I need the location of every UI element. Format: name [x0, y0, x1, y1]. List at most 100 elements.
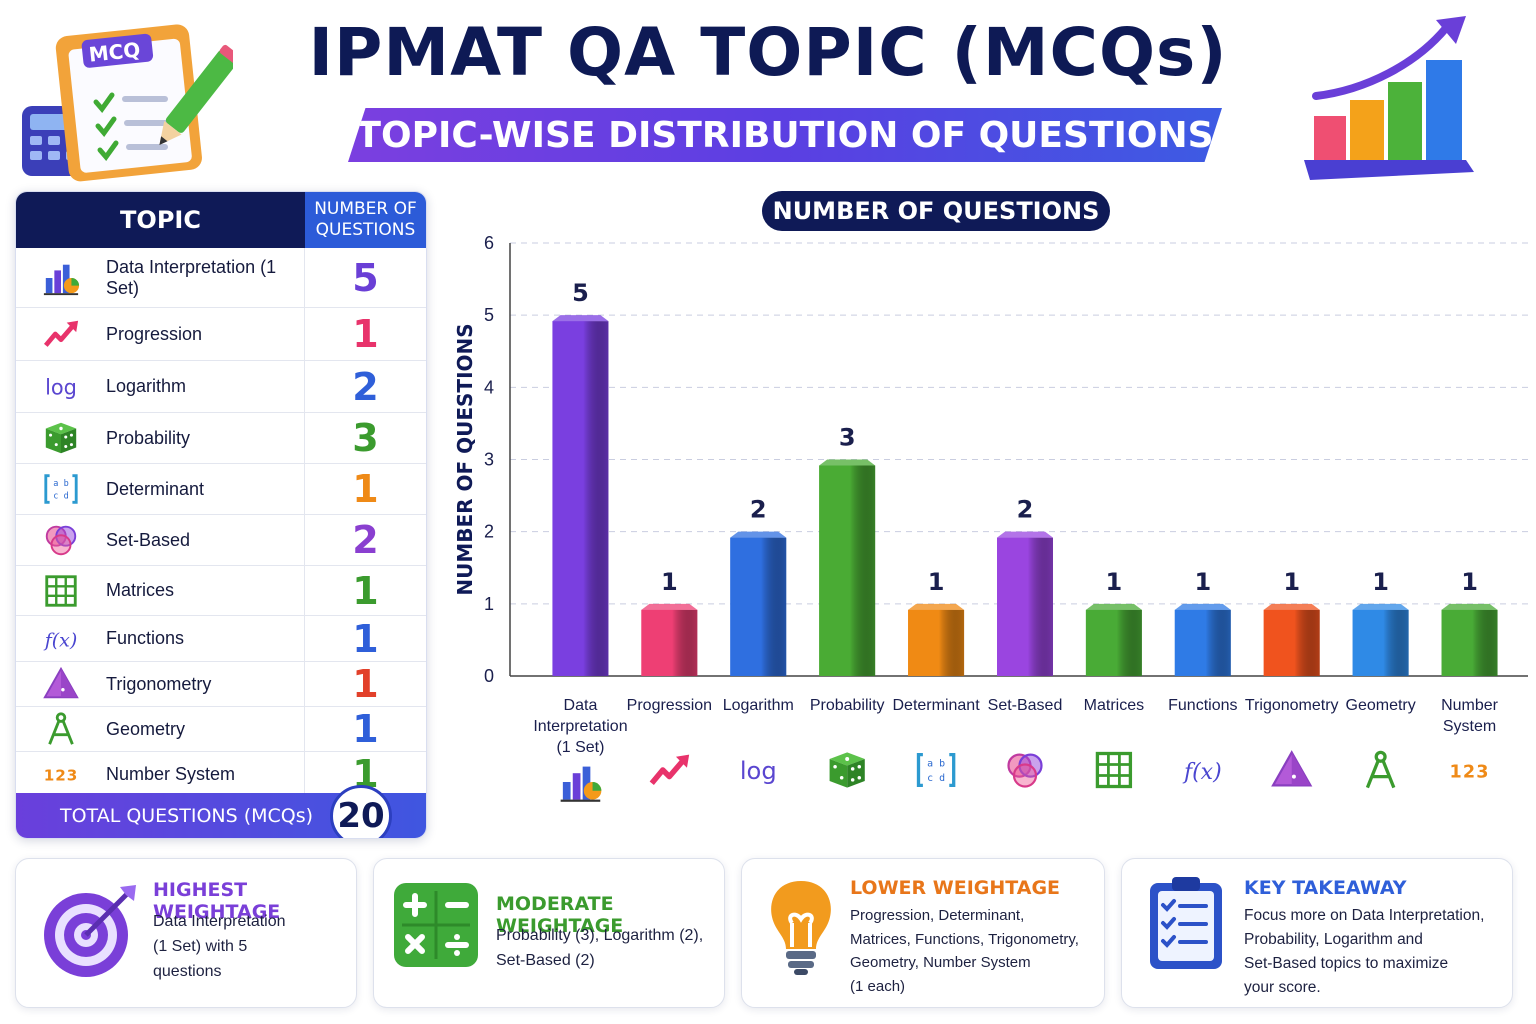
card-title: KEY TAKEAWAY: [1244, 877, 1407, 899]
triangle-icon: [16, 662, 106, 706]
topic-name: Set-Based: [106, 515, 305, 565]
y-tick-label: 5: [484, 305, 494, 325]
card-lower-weightage: LOWER WEIGHTAGE Progression, Determinant…: [741, 858, 1105, 1008]
topic-count: 1: [352, 312, 379, 356]
card-line: (1 each): [850, 977, 906, 995]
topic-count: 3: [352, 416, 379, 460]
log-icon: log: [16, 361, 106, 412]
table-header: TOPIC NUMBER OF QUESTIONS: [16, 192, 426, 248]
data-label: 2: [750, 496, 767, 524]
topic-count: 5: [352, 255, 379, 300]
grid-icon: [16, 566, 106, 615]
x-tick-label: Functions: [1168, 697, 1237, 714]
x-tick-label: Interpretation: [533, 718, 627, 735]
compass-icon: [16, 707, 106, 751]
x-tick-label: Determinant: [893, 697, 981, 714]
topic-count: 1: [352, 616, 379, 661]
svg-text:123: 123: [1450, 763, 1490, 783]
topic-name: Functions: [106, 616, 305, 661]
card-key-takeaway: KEY TAKEAWAY Focus more on Data Interpre…: [1121, 858, 1513, 1008]
bar-top: [819, 459, 876, 466]
x-tick-label: Progression: [627, 697, 712, 714]
bar-pie-chart-icon: [16, 248, 106, 307]
determinant-icon: a b c d: [916, 752, 956, 788]
svg-text:c d: c d: [927, 773, 945, 784]
topic-name: Determinant: [106, 464, 305, 514]
svg-text:a b: a b: [53, 479, 68, 489]
numbers-icon: 123: [16, 752, 106, 796]
card-line: (1 Set) with 5: [153, 938, 248, 955]
bar-top: [1174, 603, 1231, 610]
table-total-row: TOTAL QUESTIONS (MCQs) 20: [16, 785, 426, 838]
card-title: HIGHEST WEIGHTAGE: [153, 879, 281, 923]
trend-arrow-icon: [16, 308, 106, 360]
bar-shade: [641, 609, 698, 676]
growth-chart-icon: [1304, 16, 1474, 180]
bar-shade: [1352, 609, 1409, 676]
x-tick-label: Trigonometry: [1245, 697, 1339, 714]
svg-text:log: log: [45, 375, 77, 399]
bar-shade: [1174, 609, 1231, 676]
data-label: 1: [661, 568, 678, 596]
trend-arrow-icon: [649, 754, 690, 785]
compass-icon: [1365, 750, 1396, 789]
total-label: TOTAL QUESTIONS (MCQs): [60, 804, 314, 827]
x-tick-label: Probability: [810, 697, 885, 714]
topic-name: Logarithm: [106, 361, 305, 412]
card-line: Progression, Determinant,: [850, 907, 1025, 924]
card-text: Data Interpretation (1 Set) with 5 quest…: [153, 909, 286, 984]
col-header-number: NUMBER OF QUESTIONS: [305, 192, 426, 248]
y-tick-label: 1: [484, 594, 494, 614]
topic-count: 2: [352, 518, 379, 562]
y-tick-label: 4: [484, 377, 494, 397]
card-line: Set-Based (2): [496, 952, 595, 969]
dice-icon: [829, 752, 865, 788]
x-tick-label: Logarithm: [723, 697, 794, 714]
page-subtitle-banner: TOPIC-WISE DISTRIBUTION OF QUESTIONS: [348, 108, 1222, 162]
card-line: your score.: [1244, 979, 1321, 996]
svg-text:123: 123: [44, 767, 79, 785]
topic-name: Matrices: [106, 566, 305, 615]
table-body: Data Interpretation (1 Set) 5 Progression 1…: [16, 248, 426, 797]
card-line: Matrices, Functions, Trigonometry,: [850, 930, 1079, 948]
card-line: Focus more on Data Interpretation,: [1244, 907, 1485, 924]
bar-top: [1441, 603, 1498, 610]
bar-top: [908, 603, 965, 610]
data-label: 1: [1283, 568, 1300, 596]
topic-name: Number System: [106, 752, 305, 796]
bar-shade: [730, 537, 787, 676]
topic-name: Trigonometry: [106, 662, 305, 706]
bar-shade: [1263, 609, 1320, 676]
x-tick-label: System: [1443, 718, 1496, 735]
table-row: a b c d Determinant 1: [16, 464, 426, 515]
x-tick-label: Geometry: [1346, 697, 1416, 714]
data-label: 5: [572, 279, 589, 307]
determinant-icon: a b c d: [16, 464, 106, 514]
table-row: Data Interpretation (1 Set) 5: [16, 248, 426, 308]
card-moderate-weightage: MODERATE WEIGHTAGE Probability (3), Loga…: [373, 858, 725, 1008]
venn-diagram-icon: [1007, 753, 1043, 788]
bar-shade: [819, 465, 876, 676]
topic-count: 2: [352, 364, 379, 409]
card-highest-weightage: HIGHEST WEIGHTAGE Data Interpretation (1…: [15, 858, 357, 1008]
table-row: Matrices 1: [16, 566, 426, 616]
fx-icon: f(x): [16, 616, 106, 661]
log-icon: log: [740, 757, 777, 785]
topic-name: Geometry: [106, 707, 305, 751]
bar-top: [641, 603, 698, 610]
data-label: 1: [1461, 568, 1478, 596]
bar-shade: [997, 537, 1053, 676]
mcq-clipboard-icon: MCQ: [22, 24, 233, 182]
x-tick-label: Matrices: [1084, 697, 1144, 714]
y-tick-label: 2: [484, 522, 494, 542]
card-text: Probability (3), Logarithm (2), Set-Base…: [496, 923, 703, 973]
bar-shade: [552, 321, 609, 676]
table-row: log Logarithm 2: [16, 361, 426, 413]
y-tick-label: 0: [484, 666, 494, 686]
bar-top: [1085, 603, 1142, 610]
calculator-icon: [394, 883, 478, 967]
y-axis-label: NUMBER OF QUESTIONS: [453, 323, 477, 595]
data-label: 1: [928, 568, 945, 596]
page-subtitle: TOPIC-WISE DISTRIBUTION OF QUESTIONS: [356, 114, 1214, 156]
